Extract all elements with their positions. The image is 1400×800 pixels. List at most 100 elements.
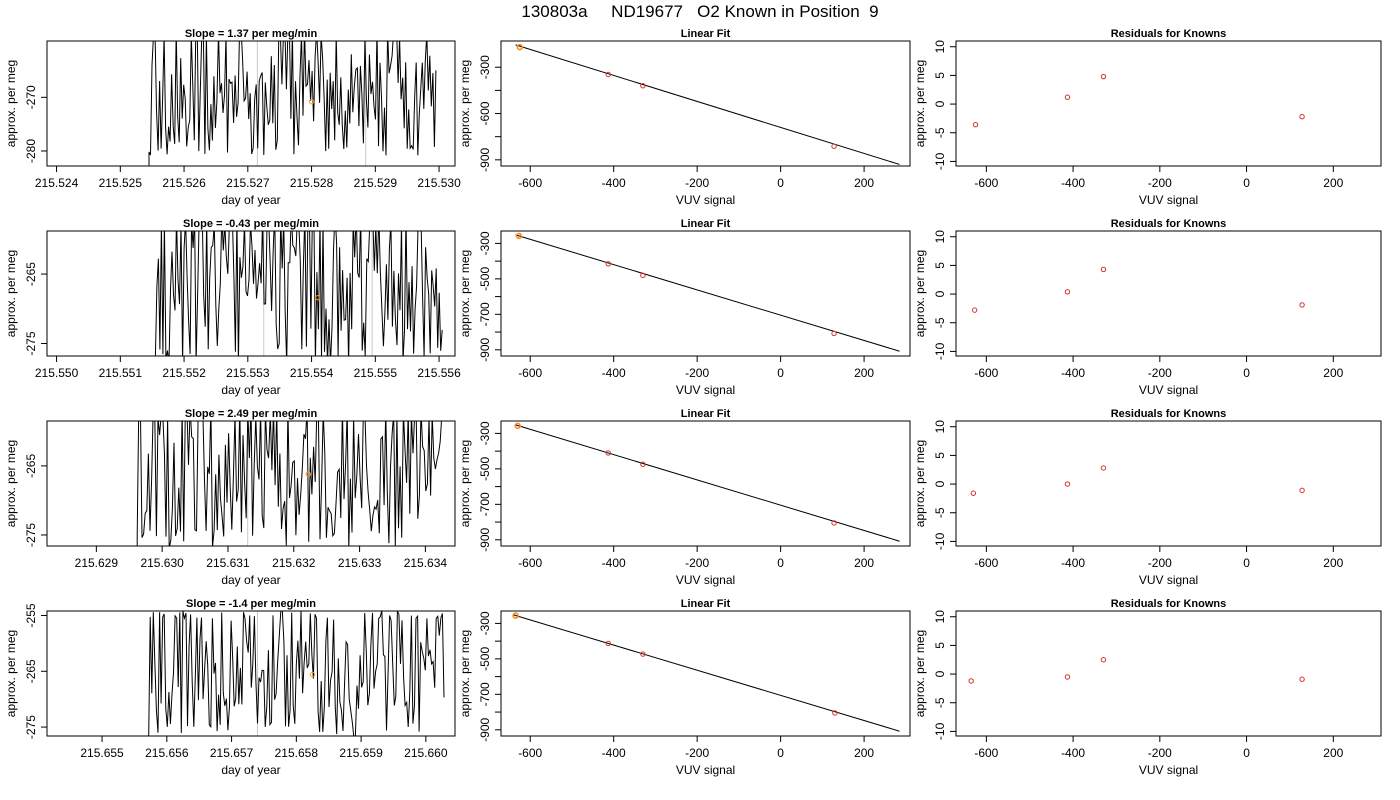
x-tick-label: 215.633 (338, 556, 382, 570)
y-tick-label: 5 (933, 642, 947, 649)
x-tick-label: 215.550 (35, 366, 79, 380)
x-tick-label: 215.527 (226, 176, 270, 190)
x-axis-label: day of year (221, 763, 280, 777)
y-tick-label: 5 (933, 452, 947, 459)
y-tick-label: 10 (933, 420, 947, 434)
data-point (1064, 289, 1071, 295)
y-tick-label: -300 (478, 611, 492, 635)
x-tick-label: 215.655 (80, 746, 124, 760)
fit-line (515, 424, 900, 542)
fit-line (515, 234, 900, 352)
x-tick-label: 0 (777, 556, 784, 570)
x-axis-label: day of year (221, 193, 280, 207)
x-tick-label: -400 (1061, 746, 1085, 760)
y-tick-label: -5 (933, 127, 947, 138)
mean-marker (305, 471, 311, 477)
plot-area (968, 657, 1305, 684)
x-axis-label: VUV signal (676, 763, 735, 777)
plot-frame (955, 40, 1382, 167)
x-tick-label: 200 (854, 176, 874, 190)
x-tick-label: 0 (1243, 556, 1250, 570)
plot-frame (955, 420, 1382, 547)
x-tick-label: -600 (518, 746, 542, 760)
y-axis-label: approx. per meg (458, 630, 472, 717)
plot-frame (46, 40, 456, 167)
y-tick-label: -265 (24, 454, 38, 478)
x-tick-label: 215.629 (75, 556, 119, 570)
x-axis-label: VUV signal (1139, 573, 1198, 587)
x-tick-label: 215.556 (417, 366, 461, 380)
data-point (1299, 487, 1305, 494)
data-point (831, 143, 837, 149)
x-tick-label: -200 (685, 366, 709, 380)
panel-r2-c2: Residuals for Knowns -600 -400 -200 0 200 -10 -… (913, 408, 1382, 587)
panel-r0-c2: Residuals for Knowns -600 -400 -200 0 200 -10 -… (913, 28, 1382, 207)
panel-r2-c1: Linear Fit -600 -400 -200 0 200 -900 -700 -500 -3… (458, 408, 911, 587)
data-point (640, 272, 646, 279)
data-point (1100, 73, 1107, 80)
y-tick-label: -275 (24, 715, 38, 739)
plot-frame (500, 40, 911, 167)
x-tick-label: 215.553 (226, 366, 270, 380)
signal-trace (148, 41, 437, 166)
signal-trace (136, 421, 442, 546)
data-point (1100, 465, 1107, 471)
panel-r3-c0: Slope = -1.4 per meg/min 215.655 215.656 21… (4, 598, 456, 777)
x-tick-label: 200 (1323, 556, 1343, 570)
data-point (640, 651, 646, 657)
x-tick-label: 0 (777, 176, 784, 190)
data-point (605, 640, 611, 647)
x-tick-label: 215.631 (206, 556, 250, 570)
x-axis-label: day of year (221, 383, 280, 397)
y-tick-label: -10 (933, 152, 947, 170)
x-tick-label: -600 (974, 556, 998, 570)
x-tick-label: 0 (777, 366, 784, 380)
data-point (605, 450, 611, 456)
data-point (1299, 113, 1305, 120)
y-axis-label: approx. per meg (4, 440, 18, 527)
data-point (970, 490, 977, 496)
signal-trace (148, 611, 445, 736)
y-axis-label: approx. per meg (4, 630, 18, 717)
y-tick-label: -5 (933, 317, 947, 328)
x-tick-label: 215.525 (99, 176, 143, 190)
y-tick-label: -900 (478, 147, 492, 171)
plot-frame (46, 420, 456, 547)
y-tick-label: -900 (478, 717, 492, 741)
panel-title: Residuals for Knowns (1111, 408, 1227, 420)
x-tick-label: 0 (777, 746, 784, 760)
plot-frame (955, 610, 1382, 737)
x-tick-label: -200 (1148, 366, 1172, 380)
data-point (1100, 657, 1107, 663)
x-tick-label: -600 (974, 176, 998, 190)
x-tick-label: 0 (1243, 746, 1250, 760)
plot-area (154, 231, 443, 356)
y-tick-label: 5 (933, 72, 947, 79)
x-tick-label: -200 (1148, 176, 1172, 190)
y-tick-label: 0 (933, 670, 947, 677)
x-tick-label: -600 (974, 366, 998, 380)
panel-title: Slope = -1.4 per meg/min (186, 598, 316, 610)
x-tick-label: 215.660 (404, 746, 448, 760)
x-axis-label: VUV signal (676, 193, 735, 207)
x-tick-label: 215.632 (272, 556, 316, 570)
plot-area (972, 73, 1305, 128)
data-point (971, 307, 978, 313)
plot-frame (46, 610, 456, 737)
signal-trace (154, 231, 443, 356)
y-axis-label: approx. per meg (913, 630, 927, 717)
x-tick-label: 215.552 (162, 366, 206, 380)
y-tick-label: -275 (24, 331, 38, 355)
data-point (640, 461, 646, 467)
plot-frame (955, 230, 1382, 357)
x-tick-label: 215.530 (417, 176, 461, 190)
plot-area (971, 266, 1305, 313)
data-point (605, 261, 611, 267)
y-tick-label: -700 (478, 302, 492, 326)
mean-marker (308, 98, 315, 105)
y-tick-label: 0 (933, 480, 947, 487)
data-point (1299, 302, 1305, 308)
y-tick-label: -5 (933, 507, 947, 518)
panel-r3-c2: Residuals for Knowns -600 -400 -200 0 200 -10 -… (913, 598, 1382, 777)
